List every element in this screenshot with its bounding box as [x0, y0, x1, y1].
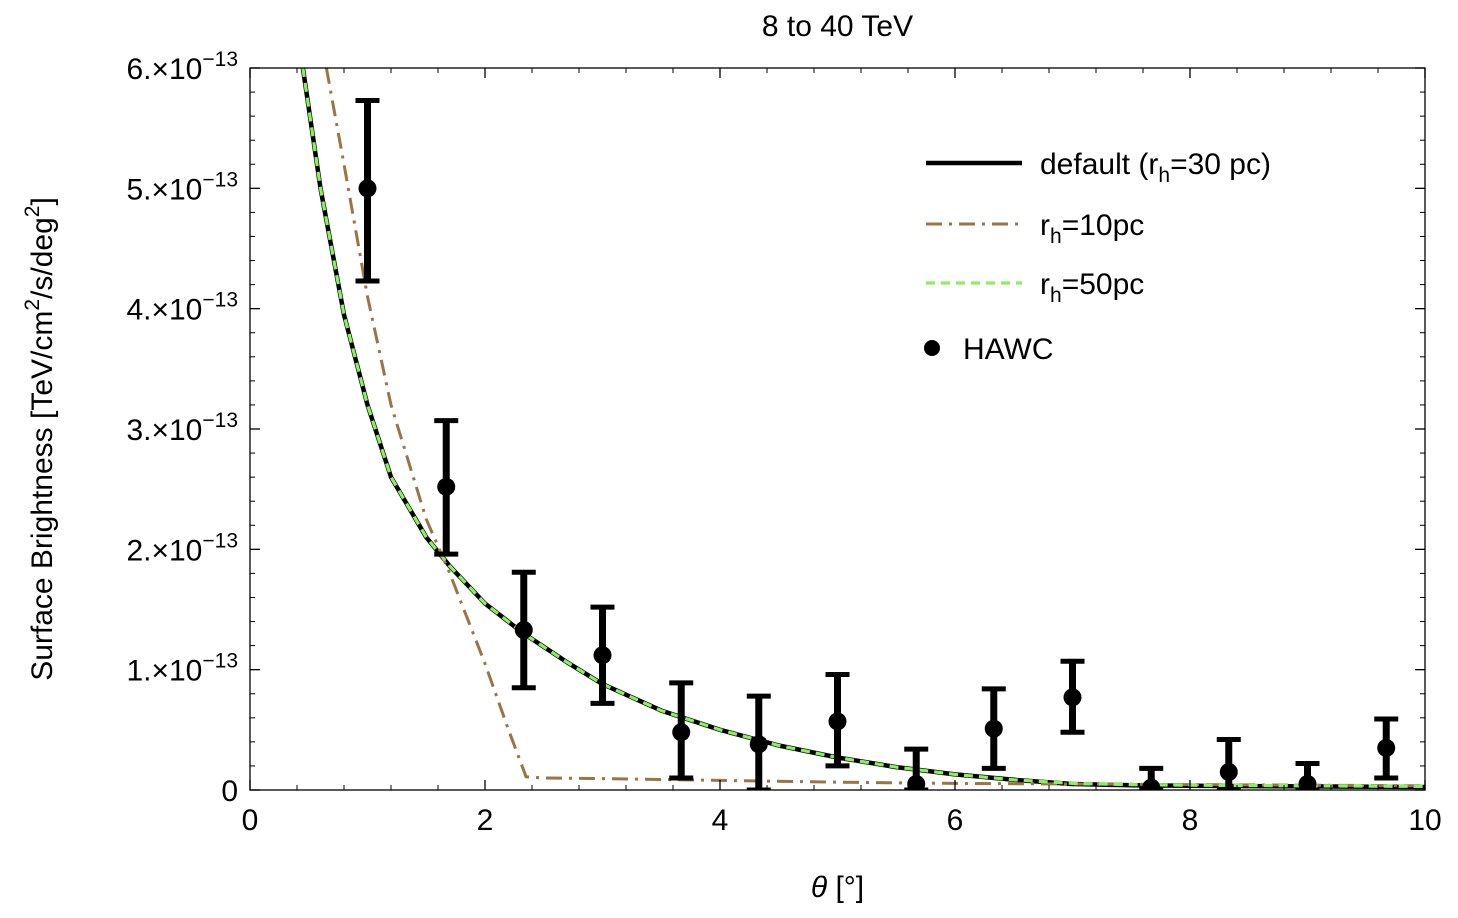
- plot-area: [300, 68, 1425, 790]
- legend-label-2: rh=10pc: [1040, 209, 1144, 248]
- x-tick-label: 4: [712, 804, 729, 837]
- data-point: [437, 477, 456, 496]
- legend-label-hawc: HAWC: [963, 333, 1054, 366]
- data-point: [1219, 762, 1238, 781]
- y-tick-mantissa: 4.×10: [126, 294, 202, 327]
- y-axis-label-superscript: 2: [21, 299, 44, 311]
- y-axis-label: Surface Brightness [TeV/cm2/s/deg2]: [21, 197, 59, 681]
- y-tick-label: 2.×10−13: [126, 529, 238, 567]
- y-tick-exponent: −13: [202, 48, 238, 71]
- legend-label-1: default (rh=30 pc): [1040, 148, 1271, 187]
- y-tick-label: 6.×10−13: [126, 48, 238, 86]
- series-line-3: [301, 68, 1425, 789]
- data-point: [907, 774, 926, 790]
- data-point: [1063, 688, 1082, 707]
- chart-title: 8 to 40 TeV: [762, 10, 913, 43]
- x-tick-label: 10: [1408, 804, 1441, 837]
- y-tick-mantissa: 2.×10: [126, 534, 202, 567]
- data-point: [1377, 738, 1396, 757]
- y-axis-label-text: /s/deg: [26, 217, 59, 299]
- data-point: [593, 646, 612, 665]
- legend-label-base: r: [1040, 209, 1050, 242]
- y-tick-exponent: −13: [202, 529, 238, 552]
- y-tick-exponent: −13: [202, 168, 238, 191]
- y-tick-label: 0: [221, 775, 238, 808]
- x-axis-label-symbol: θ: [811, 871, 828, 904]
- data-point: [749, 735, 768, 754]
- y-axis-label-text: ]: [26, 197, 59, 205]
- y-axis-label-superscript: 2: [21, 206, 44, 218]
- y-tick-label: 3.×10−13: [126, 409, 238, 447]
- axis-ticks: 0 2 4 6 8 1001.×10−132.×10−133.×10−134.×10−13…: [126, 48, 1441, 837]
- data-point: [1298, 774, 1317, 790]
- y-tick-mantissa: 3.×10: [126, 414, 202, 447]
- hawc-points: [355, 97, 1399, 790]
- y-tick-label: 5.×10−13: [126, 168, 238, 206]
- legend-label-subscript: h: [1050, 284, 1062, 307]
- y-tick-mantissa: 5.×10: [126, 173, 202, 206]
- y-tick-mantissa: 1.×10: [126, 655, 202, 688]
- y-tick-label: 4.×10−13: [126, 289, 238, 327]
- legend-label-base: r: [1040, 268, 1050, 301]
- data-point: [828, 712, 847, 731]
- x-axis-label: θ [°]: [811, 871, 864, 904]
- data-point: [672, 723, 691, 742]
- data-point: [984, 719, 1003, 738]
- y-tick-exponent: −13: [202, 289, 238, 312]
- legend-marker-hawc: [924, 340, 940, 356]
- data-point: [514, 620, 533, 639]
- legend-label-subscript: h: [1050, 225, 1062, 248]
- x-tick-label: 2: [477, 804, 494, 837]
- y-tick-mantissa: 0: [221, 775, 238, 808]
- x-axis-label-unit: [°]: [827, 871, 864, 904]
- data-point: [358, 179, 377, 198]
- y-tick-exponent: −13: [202, 650, 238, 673]
- x-tick-label: 0: [242, 804, 259, 837]
- data-point: [1142, 778, 1161, 790]
- legend-label-base: default (r: [1040, 148, 1158, 181]
- legend-label-subscript: h: [1158, 164, 1170, 187]
- legend-label-rest: =50pc: [1062, 268, 1145, 301]
- y-tick-label: 1.×10−13: [126, 650, 238, 688]
- legend-label-rest: =30 pc): [1170, 148, 1271, 181]
- x-tick-label: 6: [947, 804, 964, 837]
- y-axis-label-text: Surface Brightness [TeV/cm: [26, 311, 59, 681]
- legend-label-3: rh=50pc: [1040, 268, 1144, 307]
- y-tick-exponent: −13: [202, 409, 238, 432]
- legend-label-rest: =10pc: [1062, 209, 1145, 242]
- y-tick-mantissa: 6.×10: [126, 53, 202, 86]
- x-tick-label: 8: [1182, 804, 1199, 837]
